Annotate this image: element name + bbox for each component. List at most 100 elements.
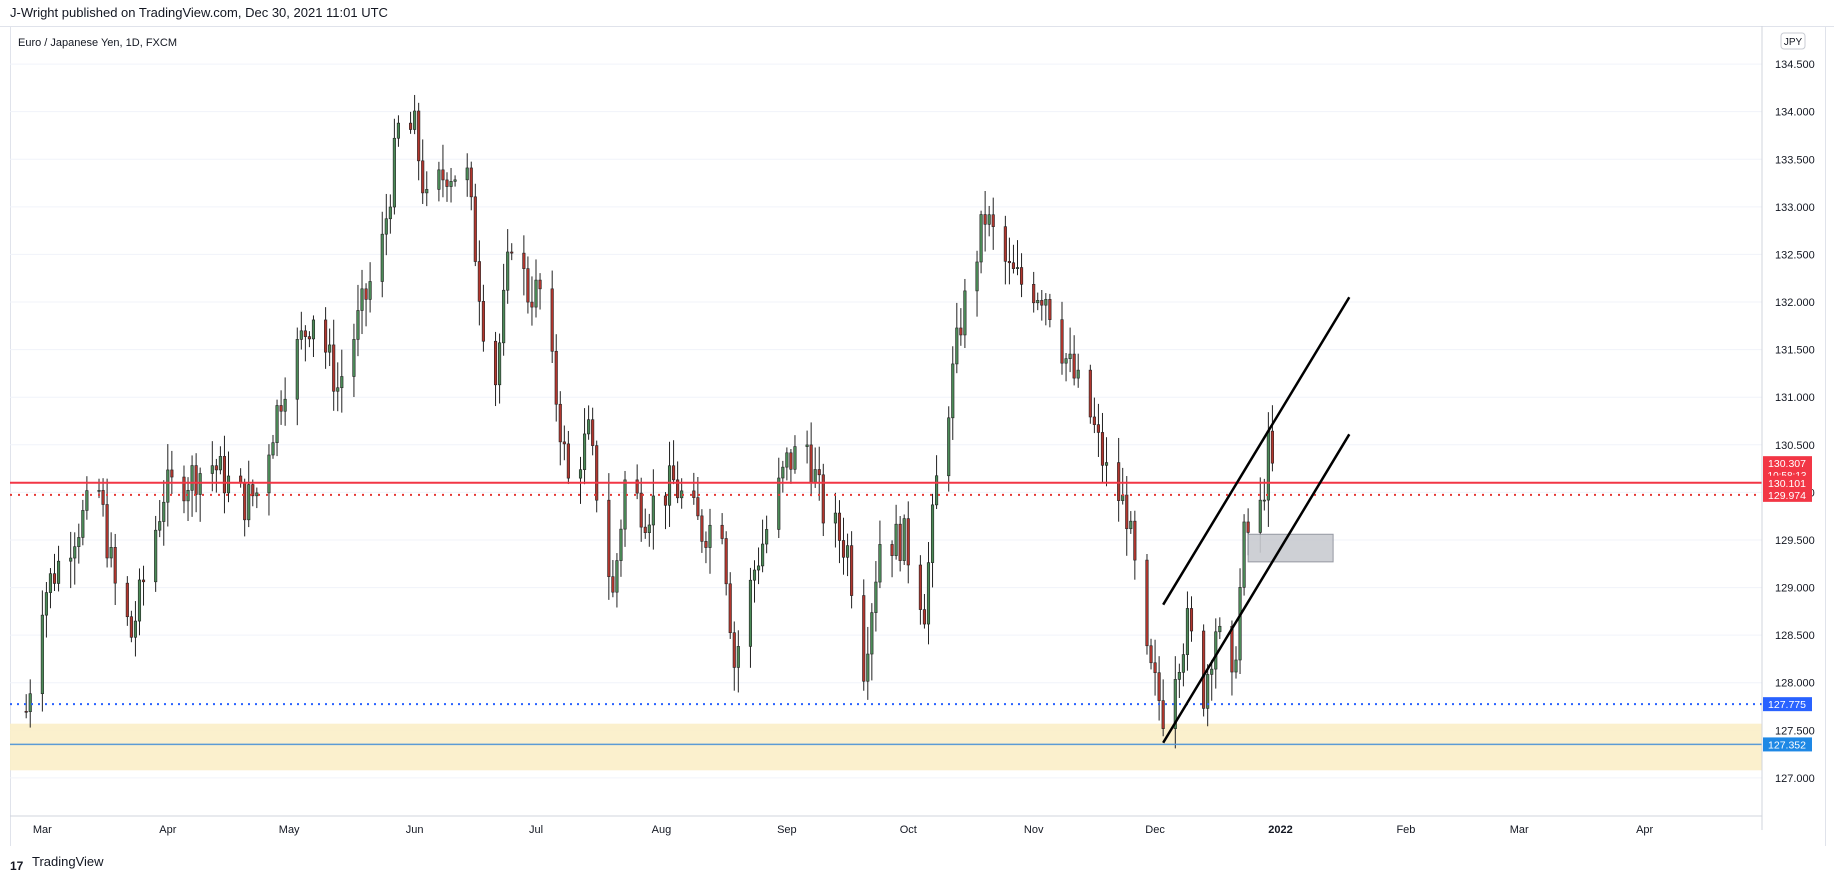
currency-badge[interactable]: JPY (1780, 32, 1806, 50)
candlestick-chart[interactable]: 127.000 127.500 128.000 128.500 129.000 129.5… (0, 0, 1834, 850)
candle-up (987, 214, 991, 225)
x-tick-label: Nov (1024, 824, 1044, 836)
candle-up (247, 484, 251, 521)
tradingview-logo-icon[interactable]: 17 (10, 859, 24, 873)
level-tag-127775-bg (1763, 697, 1812, 712)
candle-down (417, 110, 421, 162)
candle-up (651, 495, 655, 526)
candle-up (56, 560, 61, 584)
channel-line-upper[interactable] (1162, 296, 1351, 606)
candle-up (947, 417, 951, 477)
candle-up (761, 543, 765, 567)
candle-up (793, 446, 797, 470)
candle-up (295, 339, 299, 400)
candle-down (243, 482, 247, 521)
candle-up (1206, 674, 1210, 709)
candle-down (1153, 662, 1157, 674)
candle-down (129, 616, 133, 638)
candle-up (28, 693, 32, 713)
level-tag-130101: 130.101 (1768, 478, 1806, 490)
candle-up (1181, 654, 1185, 673)
candle-down (959, 327, 963, 336)
candle-down (983, 214, 987, 225)
chart-title: Euro / Japanese Yen, 1D, FXCM (18, 37, 177, 49)
y-tick-label: 133.500 (1775, 154, 1815, 166)
candle-up (667, 465, 672, 506)
candle-down (1019, 267, 1024, 285)
footer: 17 TradingView (0, 850, 1834, 880)
candle-up (708, 524, 712, 548)
candle-up (583, 433, 587, 470)
candle-up (502, 289, 506, 344)
candle-up (73, 546, 77, 559)
x-tick-label: Jun (406, 824, 424, 836)
candle-down (862, 595, 866, 682)
demand-zone[interactable] (10, 723, 1762, 771)
candle-down (663, 495, 668, 506)
candle-down (1133, 520, 1137, 561)
candle-up (1076, 369, 1080, 379)
candle-up (623, 479, 627, 530)
candle-down (332, 344, 336, 392)
candle-down (409, 122, 413, 130)
candle-up (255, 492, 259, 497)
x-tick-label: Aug (652, 824, 672, 836)
candle-up (1185, 608, 1189, 655)
x-tick-label: Mar (1510, 824, 1529, 836)
candle-up (752, 569, 757, 581)
candle-up (1044, 299, 1048, 306)
candle-down (1202, 630, 1206, 709)
candle-down (1088, 369, 1092, 418)
candle-down (1161, 700, 1165, 729)
candle-down (789, 452, 793, 470)
candle-down (1157, 672, 1161, 701)
gray-box[interactable] (1247, 533, 1334, 563)
candle-down (52, 573, 57, 584)
candle-down (841, 540, 846, 558)
footer-brand[interactable]: TradingView (32, 854, 104, 869)
candle-up (413, 110, 417, 130)
candle-up (97, 490, 101, 492)
candle-up (48, 573, 53, 593)
level-tag-127775: 127.775 (1768, 699, 1806, 711)
candle-down (550, 288, 554, 352)
candle-down (194, 465, 198, 495)
candle-up (425, 189, 429, 194)
candle-up (267, 454, 271, 494)
candle-up (328, 344, 332, 353)
candle-up (1266, 430, 1270, 501)
candle-up (166, 469, 170, 503)
candle-up (109, 547, 113, 559)
drawings[interactable] (10, 296, 1762, 746)
candle-up (736, 646, 740, 668)
candle-up (1238, 587, 1242, 661)
candle-down (141, 579, 146, 583)
x-tick-label: Apr (1636, 824, 1653, 836)
candle-up (647, 524, 651, 533)
candle-down (676, 479, 680, 499)
candle-up (748, 579, 753, 647)
candle-down (251, 484, 255, 497)
x-tick-label: Dec (1145, 824, 1165, 836)
last-price-tag: 130.307 (1768, 458, 1806, 470)
x-tick-label: Mar (33, 824, 52, 836)
candle-up (1173, 679, 1177, 729)
y-tick-label: 133.000 (1775, 202, 1815, 214)
candle-up (878, 544, 882, 583)
candle-down (1092, 416, 1096, 425)
candle-down (105, 504, 109, 559)
level-tag-127352: 127.352 (1768, 739, 1806, 751)
chart-frame (10, 26, 1826, 846)
candle-down (182, 476, 186, 502)
candle-down (643, 526, 647, 533)
candle-down (809, 444, 813, 483)
channel-line-lower[interactable] (1162, 433, 1351, 744)
candle-down (101, 490, 105, 505)
candle-down (303, 330, 307, 337)
candle-up (1068, 353, 1072, 359)
x-tick-label: Sep (777, 824, 797, 836)
candle-up (866, 653, 870, 682)
candle-down (720, 524, 724, 539)
candle-down (364, 288, 368, 300)
candle-up (619, 528, 623, 561)
